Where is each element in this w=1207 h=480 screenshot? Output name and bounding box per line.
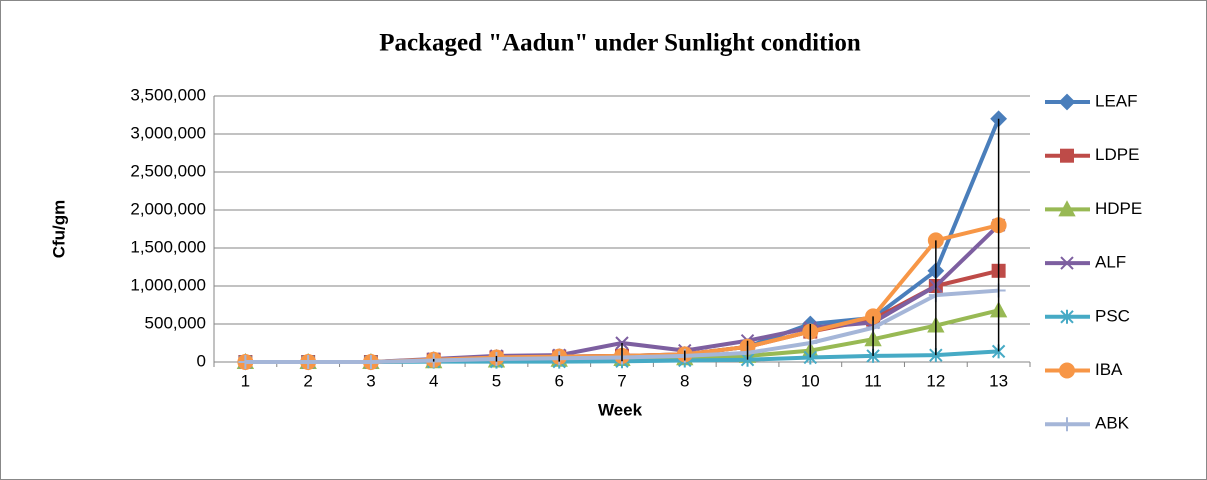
- x-tick-label: 12: [926, 371, 945, 390]
- x-tick-label: 3: [366, 371, 375, 390]
- x-tick-label: 13: [989, 371, 1008, 390]
- marker: [1060, 148, 1074, 163]
- x-tick-label: 2: [303, 371, 312, 390]
- y-tick-label: 2,000,000: [130, 199, 206, 218]
- x-axis-title: Week: [598, 400, 643, 419]
- y-axis-title: Cfu/gm: [49, 200, 68, 259]
- legend-label: ALF: [1095, 253, 1126, 272]
- x-tick-label: 1: [241, 371, 250, 390]
- marker: [1058, 200, 1076, 217]
- marker: [1059, 362, 1075, 379]
- x-tick-label: 6: [554, 371, 563, 390]
- marker: [238, 355, 253, 369]
- x-tick-label: 9: [743, 371, 752, 390]
- y-tick-label: 3,000,000: [130, 123, 206, 142]
- marker: [1058, 93, 1076, 111]
- legend-label: PSC: [1095, 306, 1130, 325]
- x-tick-label: 10: [801, 371, 820, 390]
- y-tick-label: 3,500,000: [130, 85, 206, 104]
- marker: [301, 355, 316, 369]
- x-tick-label: 4: [429, 371, 438, 390]
- y-tick-label: 1,000,000: [130, 275, 206, 294]
- x-tick-label: 11: [864, 371, 882, 390]
- legend-label: IBA: [1095, 360, 1123, 379]
- marker: [363, 355, 378, 369]
- legend-label: LEAF: [1095, 91, 1138, 110]
- marker: [1060, 309, 1074, 324]
- x-tick-label: 7: [617, 371, 626, 390]
- marker: [1060, 417, 1074, 432]
- y-tick-label: 500,000: [145, 313, 206, 332]
- y-tick-label: 0: [197, 351, 206, 370]
- marker: [1060, 256, 1074, 270]
- y-tick-label: 1,500,000: [130, 237, 206, 256]
- legend-label: LDPE: [1095, 145, 1139, 164]
- chart-title: Packaged "Aadun" under Sunlight conditio…: [379, 30, 861, 57]
- x-tick-label: 8: [680, 371, 689, 390]
- x-tick-label: 5: [492, 371, 501, 390]
- legend-label: ABK: [1095, 414, 1130, 433]
- y-tick-label: 2,500,000: [130, 161, 206, 180]
- legend-label: HDPE: [1095, 199, 1142, 218]
